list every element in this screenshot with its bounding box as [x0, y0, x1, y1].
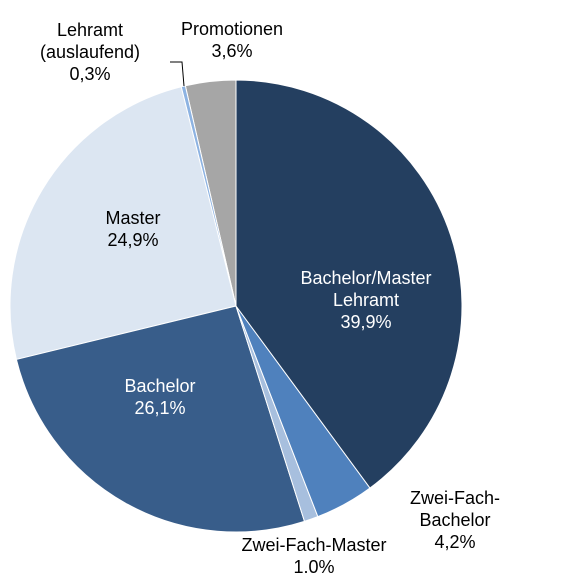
category-name: Lehramt (auslaufend) [39, 20, 141, 62]
value-label: 0,3% [69, 64, 111, 84]
category-name: Bachelor/Master Lehramt [300, 268, 432, 310]
category-name: Promotionen [180, 19, 284, 39]
value-label: 4,2% [434, 532, 476, 552]
value-label: 26,1% [134, 398, 186, 418]
pie-slice [15, 305, 306, 533]
slice-label: Zwei-Fach-Bachelor 4,2% [398, 487, 512, 553]
slice-label: Lehramt (auslaufend) 0,3% [25, 19, 155, 85]
pie-slice [235, 79, 463, 489]
slice-label: Promotionen 3,6% [181, 18, 283, 62]
value-label: 24,9% [107, 230, 159, 250]
category-name: Master [105, 208, 161, 228]
value-label: 3,6% [211, 41, 253, 61]
pie-slice [9, 86, 237, 361]
leader-line [170, 61, 185, 87]
slice-label: Master 24,9% [105, 207, 160, 251]
value-label: 1.0% [293, 557, 335, 577]
category-name: Zwei-Fach-Master [241, 535, 387, 555]
slice-label: Zwei-Fach-Master 1.0% [241, 534, 386, 578]
slice-label: Bachelor 26,1% [124, 375, 195, 419]
category-name: Bachelor [124, 376, 196, 396]
value-label: 39,9% [340, 312, 392, 332]
slice-label: Bachelor/Master Lehramt 39,9% [274, 267, 459, 333]
category-name: Zwei-Fach-Bachelor [409, 488, 500, 530]
